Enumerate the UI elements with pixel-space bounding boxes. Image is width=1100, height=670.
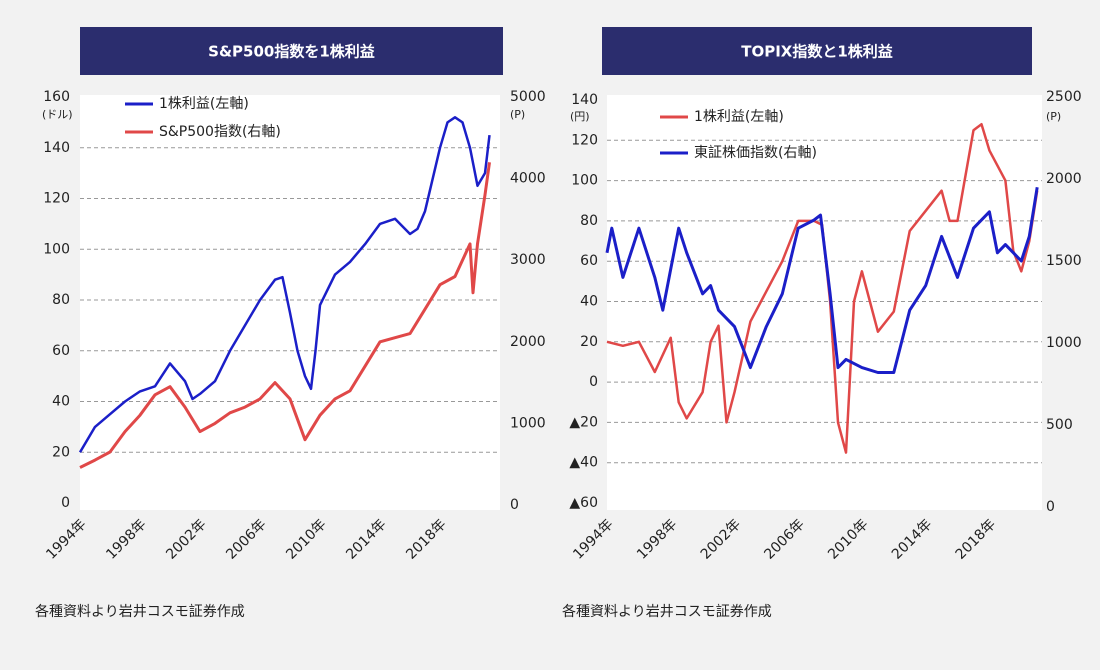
y-unit: (ドル) [42,108,73,121]
y2-tick-label: 500 [1046,417,1073,433]
source-note: 各種資料より岩井コスモ証券作成 [35,604,245,620]
y-tick-label: 0 [589,374,598,390]
legend-label: 1株利益(左軸) [159,96,249,112]
y2-tick-label: 2000 [1046,171,1082,187]
y-tick-label: 140 [43,140,70,156]
y2-tick-label: 0 [1046,499,1055,515]
title-bar [80,27,503,75]
y2-tick-label: 4000 [510,171,546,187]
chart-title: TOPIX指数と1株利益 [741,43,893,61]
y2-unit: (P) [1046,110,1061,123]
y2-unit: (P) [510,108,525,121]
y2-tick-label: 2500 [1046,89,1082,105]
legend-label: 1株利益(左軸) [694,109,784,125]
chart-title: S&P500指数を1株利益 [208,43,375,61]
y-unit: (円) [570,110,590,123]
y2-tick-label: 1500 [1046,253,1082,269]
y2-tick-label: 2000 [510,334,546,350]
y2-tick-label: 5000 [510,89,546,105]
series-line [78,116,491,453]
y-tick-label: 0 [61,495,70,511]
series-line [606,122,1039,454]
y-tick-label: ▲60 [569,495,598,511]
y-tick-label: 60 [580,253,598,269]
y-tick-label: 120 [43,191,70,207]
y2-tick-label: 1000 [1046,335,1082,351]
y-tick-label: 80 [52,292,70,308]
y-tick-label: 120 [571,132,598,148]
title-bar [602,27,1032,75]
y-tick-label: 60 [52,343,70,359]
y-tick-label: 40 [52,394,70,410]
y-tick-label: 100 [571,173,598,189]
plot-area [607,95,1042,510]
y-tick-label: 20 [580,334,598,350]
y-tick-label: 160 [43,89,70,105]
y2-tick-label: 0 [510,497,519,513]
y-tick-label: 20 [52,444,70,460]
legend-label: S&P500指数(右軸) [159,124,281,140]
y2-tick-label: 1000 [510,415,546,431]
y-tick-label: ▲40 [569,455,598,471]
y2-tick-label: 3000 [510,252,546,268]
y-tick-label: 140 [571,92,598,108]
y-tick-label: 40 [580,294,598,310]
source-note: 各種資料より岩井コスモ証券作成 [562,604,772,620]
y-tick-label: 100 [43,241,70,257]
series-line [79,162,491,469]
series-line [605,186,1039,374]
legend-label: 東証株価指数(右軸) [694,145,817,161]
y-tick-label: ▲20 [569,414,598,430]
y-tick-label: 80 [580,213,598,229]
